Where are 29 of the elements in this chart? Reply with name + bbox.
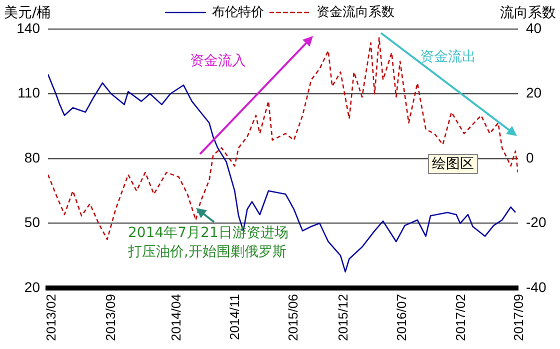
y2-tick-label: 0 [526,149,534,166]
y-tick-label: 110 [18,84,40,101]
y2-tick-label: -20 [526,214,546,230]
y2-tick-label: -40 [526,278,546,295]
x-tick-label: 2017/02 [452,294,468,342]
annotation: 打压油价,开始围剿俄罗斯 [128,243,286,261]
annotation: 2014年7月21日游资进场 [128,224,288,242]
y-tick-label: 140 [16,20,40,36]
y2-axis-title: 流向系数 [500,4,556,22]
legend-label: 资金流向系数 [316,4,394,20]
annotation: 绘图区 [428,154,478,174]
x-tick-label: 2013/09 [102,294,118,342]
y-tick-label: 80 [24,149,40,166]
annotation: 资金流入 [190,52,246,70]
y-tick-label: 50 [24,214,40,230]
legend-label: 布伦特价 [212,4,264,20]
x-tick-label: 2016/07 [394,294,409,342]
y2-tick-label: 40 [526,20,542,36]
x-tick-label: 2014/11 [227,294,242,340]
x-tick-label: 2015/12 [335,294,350,342]
x-tick-label: 2015/06 [285,294,300,342]
x-tick-label: 2013/02 [44,294,59,342]
y2-tick-label: 20 [526,84,542,101]
x-tick-label: 2014/04 [168,294,184,342]
x-tick-label: 2017/09 [511,294,526,342]
annotation: 资金流出 [420,48,476,66]
y-axis-title: 美元/桶 [4,4,51,22]
line-series [48,37,518,240]
y-tick-label: 20 [24,278,40,295]
